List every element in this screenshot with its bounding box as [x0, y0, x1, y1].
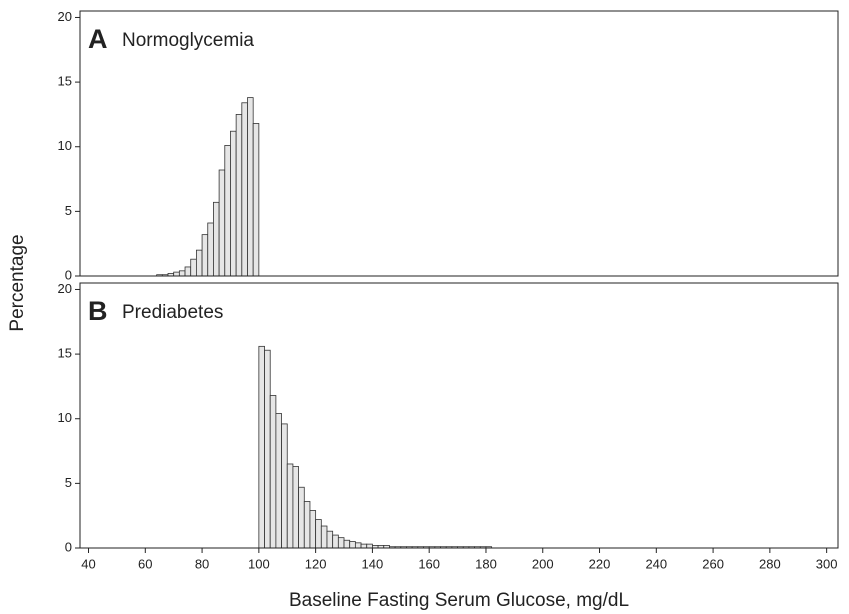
histogram-bar	[337, 537, 345, 549]
histogram-bar	[201, 234, 209, 277]
panel-title: Normoglycemia	[122, 30, 254, 51]
histogram-bar	[360, 543, 368, 549]
x-tick-label: 60	[138, 556, 152, 571]
x-tick-label: 300	[816, 556, 838, 571]
histogram-bar	[224, 145, 231, 277]
x-axis-title: Baseline Fasting Serum Glucose, mg/dL	[289, 590, 629, 611]
histogram-bar	[258, 345, 265, 549]
histogram-bar	[190, 258, 197, 277]
histogram-bar	[195, 249, 203, 277]
x-tick-label: 220	[589, 556, 611, 571]
x-tick-label: 100	[248, 556, 270, 571]
x-tick-label: 40	[81, 556, 95, 571]
histogram-bar	[303, 501, 311, 549]
panel-letter: B	[88, 296, 108, 326]
panel-title: Prediabetes	[122, 302, 223, 323]
histogram-bar	[184, 266, 192, 277]
x-tick-label: 140	[362, 556, 384, 571]
y-axis-title: Percentage	[7, 234, 28, 331]
histogram-bar	[326, 530, 334, 549]
x-tick-label: 280	[759, 556, 781, 571]
x-tick-label: 260	[702, 556, 724, 571]
panel-letter: A	[88, 24, 108, 54]
histogram-bar	[178, 270, 186, 277]
histogram-bar	[354, 542, 362, 549]
y-tick-label: 10	[58, 410, 72, 425]
x-tick-label: 180	[475, 556, 497, 571]
y-tick-label: 20	[58, 281, 72, 296]
histogram-bar	[235, 114, 243, 277]
y-tick-label: 20	[58, 9, 72, 24]
x-tick-label: 240	[645, 556, 667, 571]
histogram-bar	[269, 395, 277, 549]
histogram-bar	[366, 543, 373, 549]
y-tick-label: 5	[65, 475, 72, 490]
histogram-bar	[286, 463, 294, 549]
y-tick-label: 15	[58, 74, 72, 89]
histogram-bar	[343, 539, 351, 549]
histogram-bar	[275, 413, 282, 549]
histogram-bar	[281, 423, 288, 549]
histogram-bar	[332, 534, 339, 549]
histogram-bar	[349, 541, 356, 549]
x-tick-label: 120	[305, 556, 327, 571]
histogram-bar	[252, 123, 260, 277]
y-tick-label: 5	[65, 203, 72, 218]
x-tick-label: 160	[418, 556, 440, 571]
y-tick-label: 0	[65, 539, 72, 554]
histogram-bar	[173, 271, 180, 277]
histogram-bar	[292, 466, 299, 549]
y-tick-label: 0	[65, 267, 72, 282]
histogram-bar	[298, 486, 305, 549]
histogram-bar	[207, 222, 214, 277]
histogram-bar	[247, 97, 254, 277]
histogram-bar	[264, 349, 271, 549]
histogram-bar	[230, 130, 237, 277]
histogram-bar	[320, 525, 328, 549]
y-tick-label: 10	[58, 138, 72, 153]
histogram-bar	[315, 519, 322, 549]
y-tick-label: 15	[58, 346, 72, 361]
histogram-bar	[213, 201, 220, 277]
x-tick-label: 200	[532, 556, 554, 571]
histogram-bar	[241, 102, 248, 277]
x-tick-label: 80	[195, 556, 209, 571]
histogram-bar	[218, 169, 226, 277]
histogram-bar	[309, 510, 317, 549]
